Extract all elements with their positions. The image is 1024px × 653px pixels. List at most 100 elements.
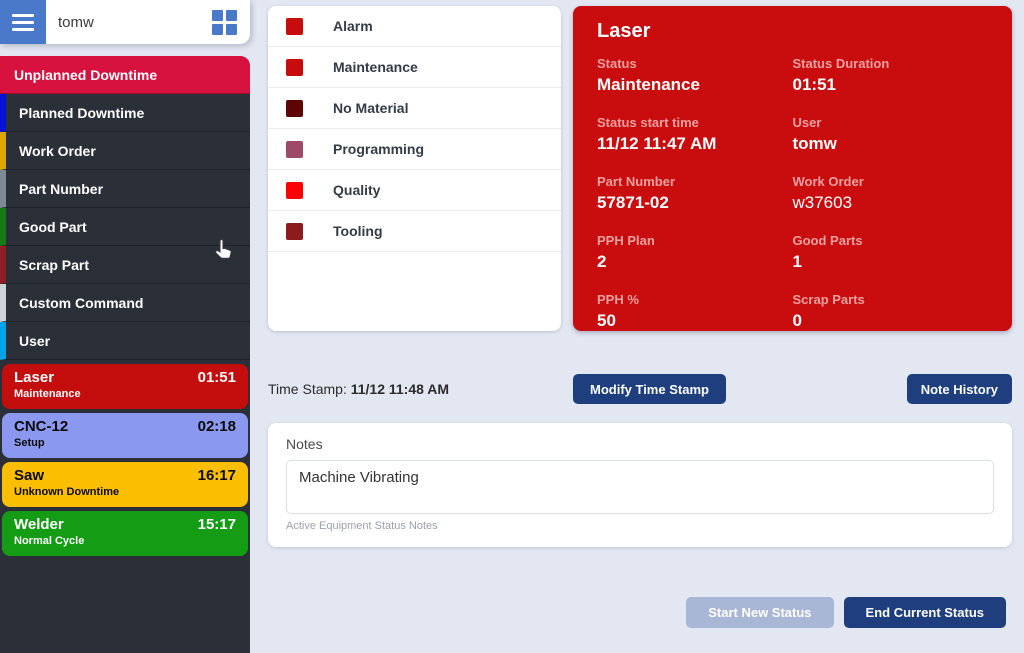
status-option-label: Programming [333,141,425,157]
field-label: PPH Plan [597,233,655,248]
machine-card-welder[interactable]: Welder 15:17 Normal Cycle [2,511,248,556]
sidebar-item-planned-downtime[interactable]: Planned Downtime [0,94,250,132]
field-value: Maintenance [597,75,700,94]
detail-field-pph-plan: PPH Plan 2 [597,233,793,272]
machine-name: Saw [14,467,45,484]
sidebar-item-custom-command[interactable]: Custom Command [0,284,250,322]
field-value: 1 [792,252,802,271]
status-color-swatch [286,17,303,35]
status-option-label: Maintenance [333,59,418,75]
status-option-tooling[interactable]: Tooling [268,211,561,252]
hamburger-icon [12,27,34,31]
sidebar-item-label: User [19,332,51,349]
username-field[interactable]: tomw [58,13,94,31]
grid-icon [226,23,237,35]
field-value: 50 [597,311,616,330]
hamburger-icon [12,13,34,17]
timestamp-label: Time Stamp: [268,381,347,397]
start-new-status-button[interactable]: Start New Status [686,597,834,628]
field-value: 01:51 [792,75,836,94]
status-option-no-material[interactable]: No Material [268,88,561,129]
field-label: Scrap Parts [792,292,865,307]
sidebar-menu: Unplanned Downtime Planned Downtime Work… [0,56,250,653]
field-label: Status Duration [792,56,890,71]
status-color-swatch [286,181,303,199]
detail-field-good-parts: Good Parts 1 [793,233,989,272]
field-label: Status start time [597,115,699,130]
detail-field-status-duration: Status Duration 01:51 [793,56,989,95]
detail-field-status-start-time: Status start time 11/12 11:47 AM [597,115,793,154]
machine-name: Laser [14,369,55,386]
footer-actions: Start New Status End Current Status [268,597,1012,628]
status-option-programming[interactable]: Programming [268,129,561,170]
sidebar-item-part-number[interactable]: Part Number [0,170,250,208]
status-color-swatch [286,99,303,117]
status-color-swatch [286,58,303,76]
notes-label: Notes [286,436,323,452]
detail-field-pph-percent: PPH % 50 [597,292,793,331]
machine-card-saw[interactable]: Saw 16:17 Unknown Downtime [2,462,248,507]
hamburger-icon [12,20,34,24]
modify-timestamp-button[interactable]: Modify Time Stamp [573,374,726,404]
status-color-swatch [286,222,303,240]
grid-icon [226,9,237,21]
machine-name: Welder [14,516,64,533]
status-option-label: Tooling [333,223,383,239]
status-option-alarm[interactable]: Alarm [268,6,561,47]
end-current-status-button[interactable]: End Current Status [843,597,1006,628]
apps-grid-button[interactable] [212,9,237,35]
status-option-label: No Material [333,100,409,116]
main-content: Alarm Maintenance No Material Programmin… [250,0,1024,653]
field-value: 11/12 11:47 AM [597,134,717,153]
top-header: tomw [0,0,250,44]
field-label: User [792,115,822,130]
grid-icon [212,9,223,21]
detail-field-scrap-parts: Scrap Parts 0 [793,292,989,331]
machine-status: Maintenance [14,388,81,400]
sidebar-item-good-part[interactable]: Good Part [0,208,250,246]
hamburger-menu-button[interactable] [0,0,46,44]
sidebar-item-unplanned-downtime[interactable]: Unplanned Downtime [0,56,250,94]
notes-input[interactable]: Machine Vibrating [286,460,994,514]
sidebar-item-label: Work Order [19,142,96,159]
status-option-maintenance[interactable]: Maintenance [268,47,561,88]
timestamp-value: 11/12 11:48 AM [350,381,450,397]
detail-field-status: Status Maintenance [597,56,793,95]
note-history-button[interactable]: Note History [906,374,1012,404]
machine-status: Unknown Downtime [14,486,120,498]
sidebar-item-label: Scrap Part [19,256,90,273]
timestamp-row: Time Stamp: 11/12 11:48 AM Modify Time S… [268,374,1012,404]
field-value: w37603 [792,193,853,212]
status-option-quality[interactable]: Quality [268,170,561,211]
machine-status: Normal Cycle [14,535,85,547]
detail-field-work-order: Work Order w37603 [793,174,989,213]
detail-field-part-number: Part Number 57871-02 [597,174,793,213]
field-value: tomw [792,134,837,153]
status-option-label: Alarm [333,18,373,34]
machine-duration: 01:51 [197,369,236,386]
field-label: Part Number [597,174,676,189]
field-label: Status [597,56,637,71]
machine-card-laser[interactable]: Laser 01:51 Maintenance [2,364,248,409]
field-value: 2 [597,252,607,271]
sidebar-item-work-order[interactable]: Work Order [0,132,250,170]
notes-card: Notes Machine Vibrating Active Equipment… [268,423,1012,547]
grid-icon [212,23,223,35]
field-value: 57871-02 [597,193,669,212]
left-sidebar: tomw Unplanned Downtime Planned Downtime… [0,0,250,653]
machine-card-cnc-12[interactable]: CNC-12 02:18 Setup [2,413,248,458]
status-type-list: Alarm Maintenance No Material Programmin… [268,6,561,331]
machine-name: CNC-12 [14,418,69,435]
machine-duration: 16:17 [197,467,236,484]
machine-duration: 15:17 [197,516,236,533]
field-label: PPH % [597,292,639,307]
field-value: 0 [792,311,802,330]
field-label: Work Order [792,174,864,189]
sidebar-item-label: Good Part [19,218,87,235]
sidebar-item-label: Custom Command [19,294,144,311]
sidebar-item-label: Part Number [19,180,104,197]
sidebar-item-label: Planned Downtime [19,104,145,121]
sidebar-item-scrap-part[interactable]: Scrap Part [0,246,250,284]
equipment-title: Laser [597,20,651,42]
sidebar-item-user[interactable]: User [0,322,250,360]
